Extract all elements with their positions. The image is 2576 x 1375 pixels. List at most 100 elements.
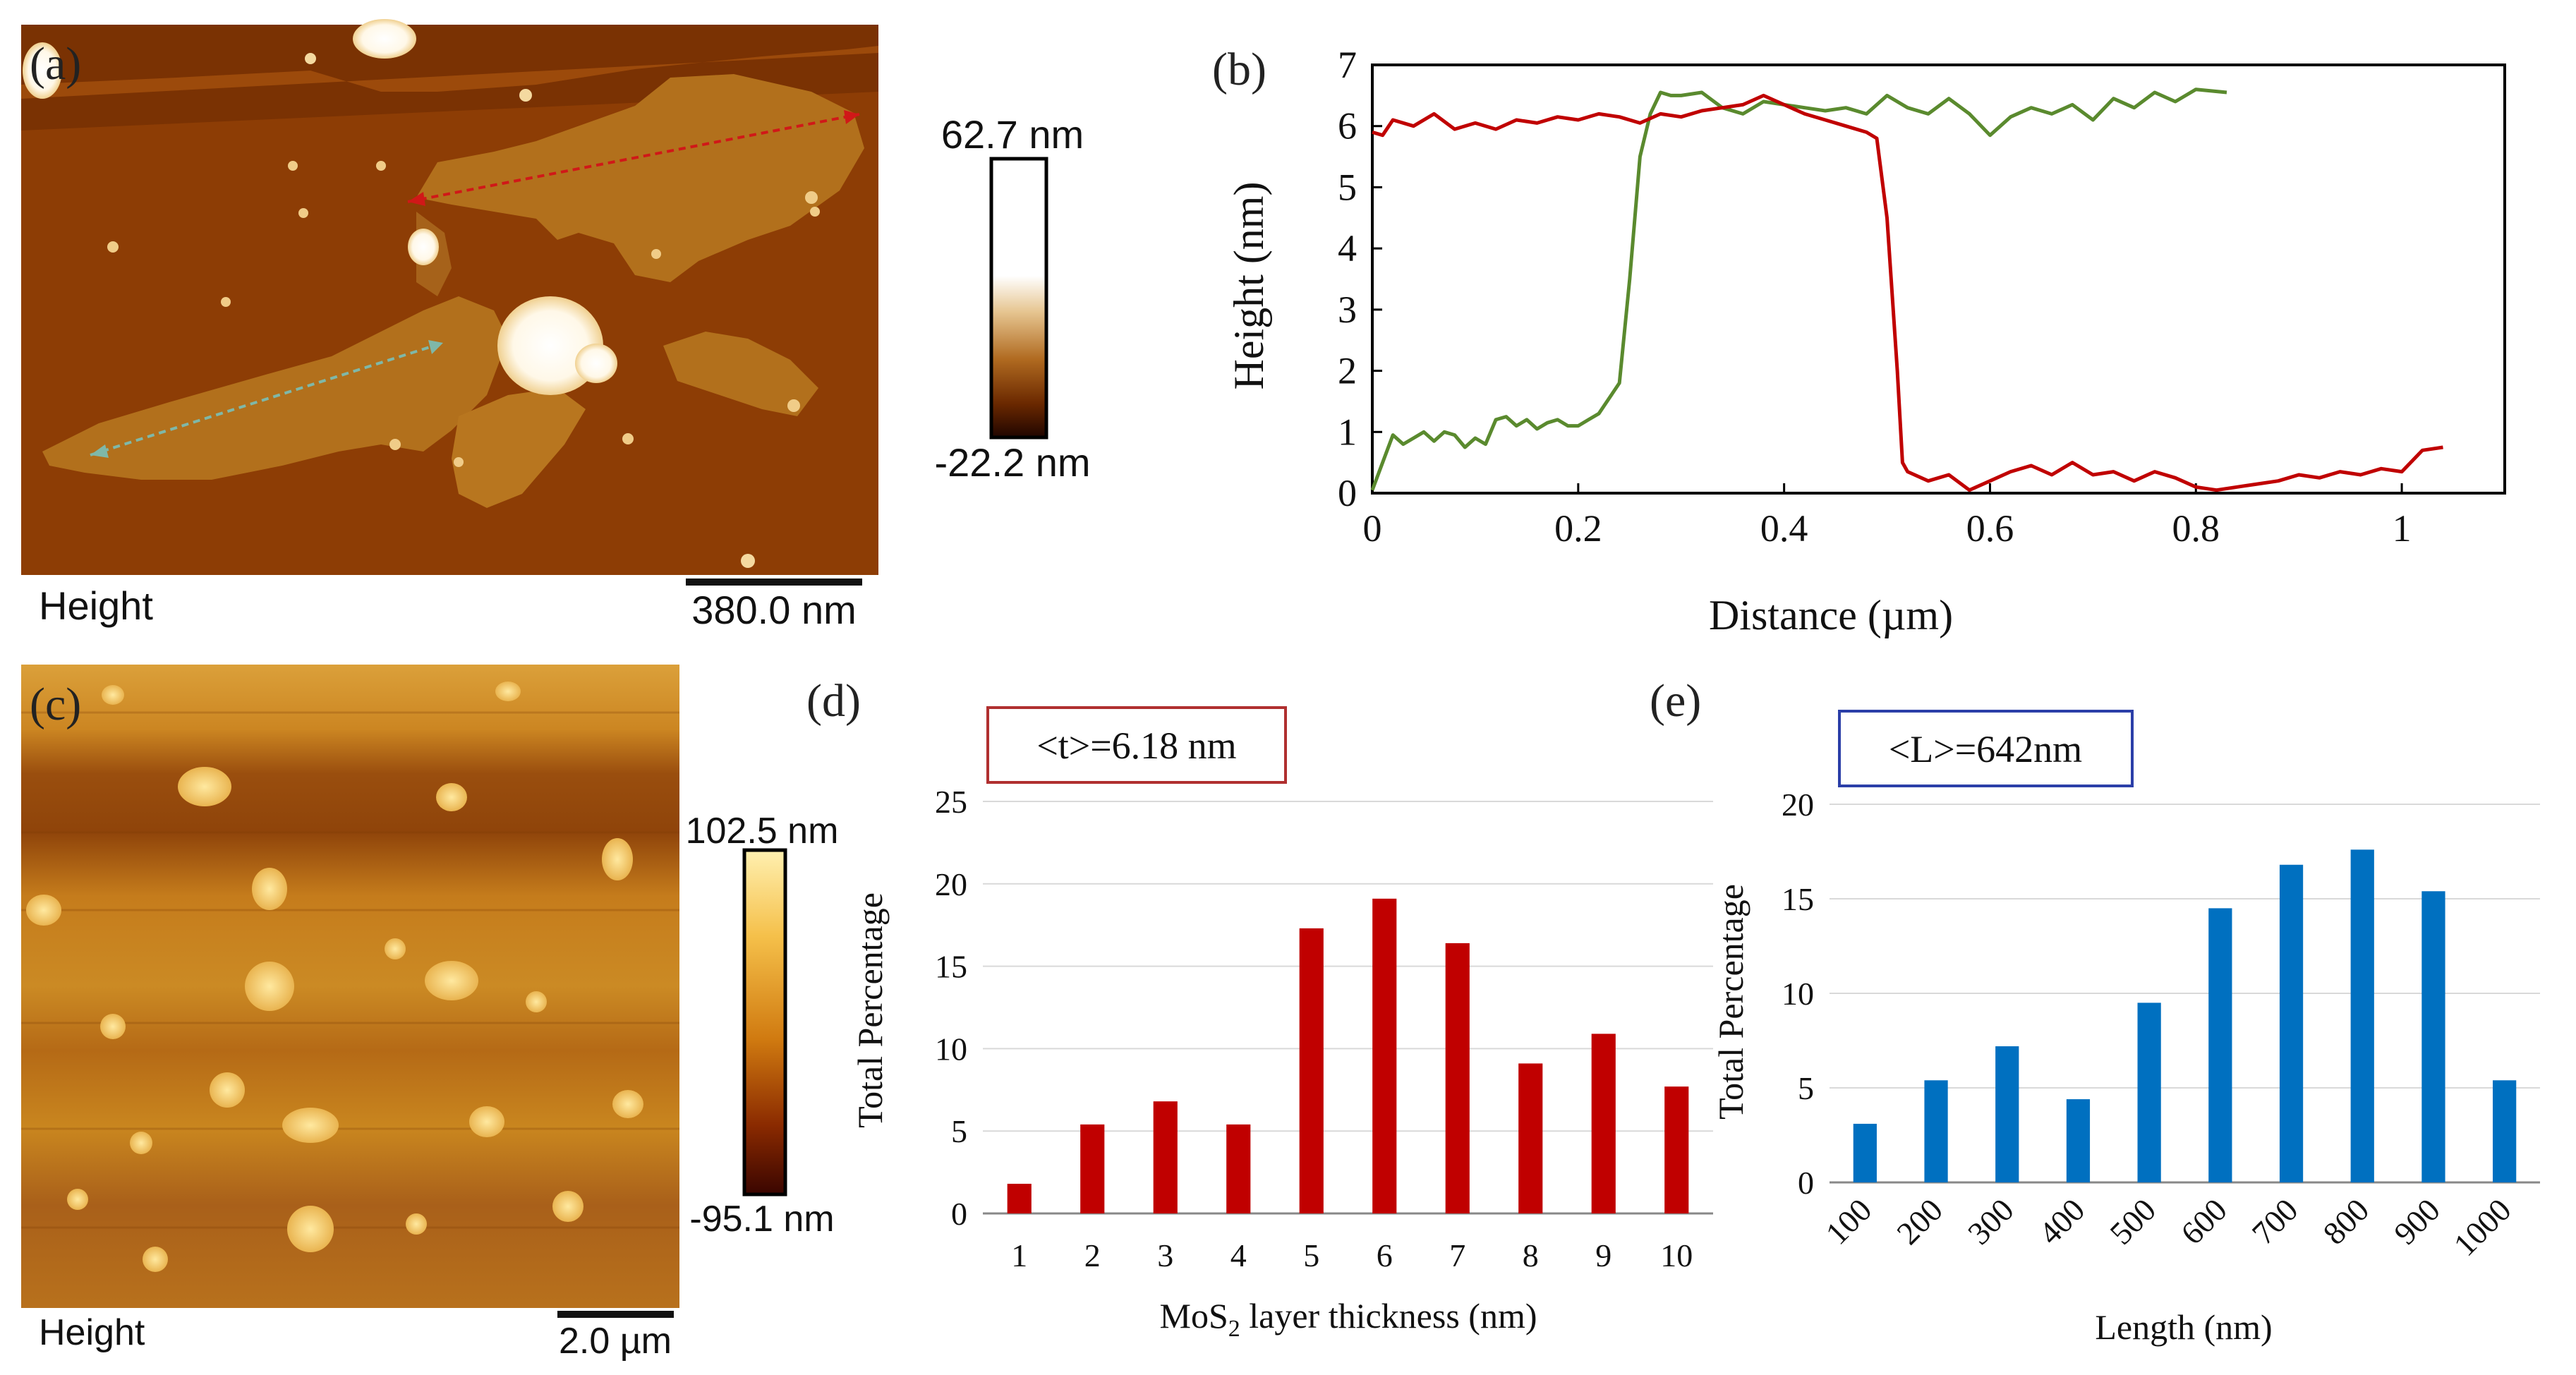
panel-label-a: (a)	[30, 38, 81, 90]
chart-d-grid	[983, 801, 1713, 1215]
chart-e-ytick-label: 20	[1782, 787, 1814, 823]
chart-d-xtick-label: 7	[1449, 1237, 1465, 1273]
afm-c-particle	[526, 991, 547, 1012]
afm-a-flake-right	[663, 332, 818, 416]
chart-b-ytick-label: 2	[1338, 350, 1357, 392]
chart-b-ytick-label: 1	[1338, 411, 1357, 453]
afm-a-dot	[389, 439, 401, 450]
afm-c-colorbar-min: -95.1 nm	[689, 1199, 834, 1240]
afm-c-height-label: Height	[39, 1312, 145, 1353]
chart-b-xtick-label: 0.8	[2172, 507, 2220, 550]
chart-e-bars	[1853, 849, 2517, 1182]
chart-b-ylabel: Height (nm)	[1226, 182, 1272, 390]
chart-b-series-red-profile	[1372, 93, 2443, 492]
afm-c-colorbar	[742, 848, 787, 1197]
chart-d-bar	[1299, 928, 1324, 1213]
chart-e-xlabel: Length (nm)	[2095, 1307, 2272, 1347]
chart-b: 0 1 2 3 4 5 6 7 0 0.2 0.4 0.6 0.8 1 Height (nm) Dist…	[1226, 44, 2506, 638]
chart-d-bar	[1664, 1086, 1689, 1213]
arrowhead-icon	[428, 340, 443, 354]
chart-e-ytick-label: 0	[1798, 1165, 1814, 1201]
chart-b-ytick-label: 5	[1338, 166, 1357, 208]
afm-a-dot	[305, 53, 316, 64]
chart-d-xlabel: MoS2 layer thickness (nm)	[1160, 1296, 1537, 1342]
afm-c-particle	[178, 767, 231, 806]
annotation-d: <t>=6.18 nm	[1036, 725, 1236, 767]
afm-a-dot	[787, 399, 800, 412]
chart-d-xtick-label: 4	[1230, 1237, 1247, 1273]
chart-b-xtick-label: 0.6	[1966, 507, 2014, 550]
chart-e-bar	[2208, 908, 2232, 1182]
chart-e-bar	[2421, 891, 2445, 1182]
chart-b-xtick-label: 0	[1363, 507, 1382, 550]
chart-b-ytick-label: 4	[1338, 227, 1357, 269]
panel-a: (a) Height 380.0 nm 62.7 nm -22.2 nm	[21, 19, 1091, 632]
chart-e-bar	[2493, 1080, 2517, 1182]
afm-c-particle	[425, 961, 478, 1000]
afm-c-colorbar-max: 102.5 nm	[686, 811, 839, 852]
chart-d-xtick-label: 10	[1660, 1237, 1693, 1273]
afm-a-profile-line-red	[407, 113, 860, 203]
afm-a-dot	[805, 191, 818, 204]
afm-c-particle	[436, 783, 467, 811]
afm-c-particle	[406, 1213, 427, 1235]
chart-d-ytick-label: 20	[935, 866, 967, 902]
afm-c-particle	[26, 895, 61, 926]
afm-a-height-label: Height	[39, 583, 153, 628]
chart-d-xtick-label: 5	[1303, 1237, 1319, 1273]
chart-d-ylabel: Total Percentage	[850, 892, 890, 1128]
afm-c-particle	[612, 1090, 643, 1118]
chart-e-xtick-label: 900	[2387, 1192, 2447, 1252]
afm-c-particle	[210, 1072, 245, 1108]
chart-d-xtick-label: 3	[1157, 1237, 1173, 1273]
afm-c-particle	[245, 962, 294, 1011]
afm-a-colorbar	[989, 157, 1048, 440]
afm-a-flake-lower	[452, 388, 586, 508]
afm-c-particle	[495, 682, 521, 701]
afm-c-particle	[282, 1108, 339, 1143]
chart-b-xticks: 0 0.2 0.4 0.6 0.8 1	[1363, 483, 2412, 550]
chart-b-xlabel: Distance (µm)	[1709, 592, 1953, 638]
chart-d-bar	[1518, 1063, 1543, 1213]
chart-d-bar	[1372, 898, 1397, 1213]
afm-c-particle	[67, 1189, 88, 1210]
chart-b-ytick-label: 0	[1338, 472, 1357, 514]
chart-e-bar	[1924, 1080, 1948, 1182]
chart-e-bar	[1995, 1046, 2019, 1182]
afm-c-particle	[469, 1106, 504, 1137]
chart-d-xtick-label: 2	[1084, 1237, 1101, 1273]
panel-label-d: (d)	[806, 675, 861, 727]
chart-b-xtick-label: 0.4	[1760, 507, 1808, 550]
afm-a-particle-mid	[408, 229, 439, 265]
afm-a-flake-long	[42, 296, 508, 480]
chart-b-ytick-label: 3	[1338, 289, 1357, 331]
chart-e-bar	[2137, 1003, 2161, 1182]
chart-e-bar	[2066, 1099, 2091, 1182]
panel-b: (b) 0 1 2 3 4 5 6 7 0 0.2 0.4 0.6 0.8 1 Height (nm) …	[1212, 44, 2506, 638]
afm-a-scalebar	[686, 579, 862, 586]
chart-b-ytick-label: 6	[1338, 105, 1357, 147]
afm-a-flake-large	[416, 74, 864, 282]
panel-label-c: (c)	[30, 679, 81, 730]
afm-a-scalebar-label: 380.0 nm	[691, 588, 857, 632]
chart-d-ytick-label: 15	[935, 949, 967, 985]
chart-b-xtick-label: 0.2	[1554, 507, 1602, 550]
panel-d: (d) <t>=6.18 nm 0 5 10 15 20 25 1 2 3 4 5 6 7 8 9 10 T…	[806, 675, 1713, 1342]
chart-e-ylabel: Total Percentage	[1711, 884, 1750, 1120]
afm-a-particle-top	[353, 19, 416, 59]
chart-d-ytick-label: 0	[951, 1196, 967, 1232]
chart-e-bar	[1853, 1123, 1877, 1182]
afm-c-particle	[602, 838, 633, 880]
afm-c-particle	[252, 868, 287, 910]
afm-c-particle	[143, 1247, 168, 1272]
annotation-box-e	[1838, 710, 2134, 787]
chart-e-xtick-label: 800	[2316, 1192, 2376, 1252]
afm-c-particle	[130, 1132, 152, 1154]
chart-e-bar	[2350, 849, 2374, 1182]
chart-d-bar	[1080, 1124, 1105, 1213]
chart-d-bar	[1226, 1124, 1251, 1213]
chart-b-ytick-label: 7	[1338, 44, 1357, 86]
afm-c-particle	[102, 685, 124, 705]
